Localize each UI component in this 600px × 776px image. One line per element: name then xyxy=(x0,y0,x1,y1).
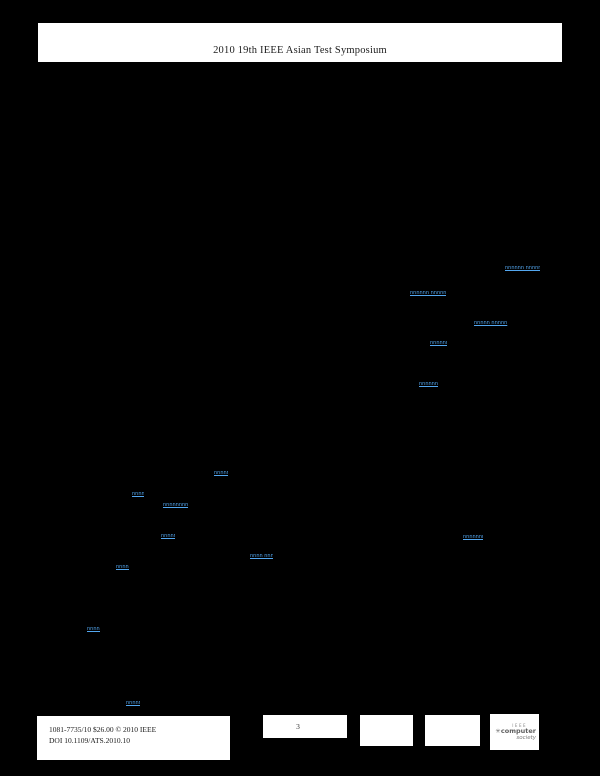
copyright-line-2: DOI 10.1109/ATS.2010.10 xyxy=(49,736,130,745)
header-bar: 2010 19th IEEE Asian Test Symposium xyxy=(38,23,562,62)
society-label: society xyxy=(516,735,536,741)
page-number: 3 xyxy=(296,722,300,731)
link-annotation[interactable]: nnnnnn nnnnn xyxy=(505,266,540,271)
link-annotation[interactable]: nnnnn xyxy=(87,627,100,632)
copyright-box: 1081-7735/10 $26.00 © 2010 IEEE DOI 10.1… xyxy=(37,716,230,760)
copyright-line-1: 1081-7735/10 $26.00 © 2010 IEEE xyxy=(49,725,157,734)
ieee-label: IEEE xyxy=(512,723,527,728)
rosette-icon: ✳ xyxy=(495,728,501,735)
page-number-box: 3 xyxy=(263,715,347,738)
link-annotation[interactable]: nnnnn nnnnn xyxy=(474,321,508,326)
link-annotation[interactable]: nnnnn xyxy=(116,565,129,570)
link-annotation[interactable]: nnnn nnnn xyxy=(250,554,273,559)
link-annotation[interactable]: nnnnnn nnnnn xyxy=(410,291,446,296)
link-annotation[interactable]: nnnnnnn xyxy=(463,535,483,540)
computer-label-row: ✳computer xyxy=(495,727,536,736)
ieee-computer-society-logo: IEEE ✳computer society xyxy=(490,714,539,750)
footer-blank-box-2 xyxy=(425,715,480,746)
link-annotation[interactable]: nnnnn xyxy=(161,534,175,539)
link-annotation[interactable]: nnnnnnn xyxy=(419,382,438,387)
link-annotation[interactable]: nnnnn xyxy=(126,701,140,706)
conference-title: 2010 19th IEEE Asian Test Symposium xyxy=(213,45,387,56)
computer-label: computer xyxy=(500,727,536,735)
link-annotation[interactable]: nnnnn xyxy=(214,471,228,476)
link-annotation[interactable]: nnnn xyxy=(132,492,144,497)
footer-blank-box-1 xyxy=(360,715,413,746)
link-annotation[interactable]: nnnnnn xyxy=(430,341,447,346)
